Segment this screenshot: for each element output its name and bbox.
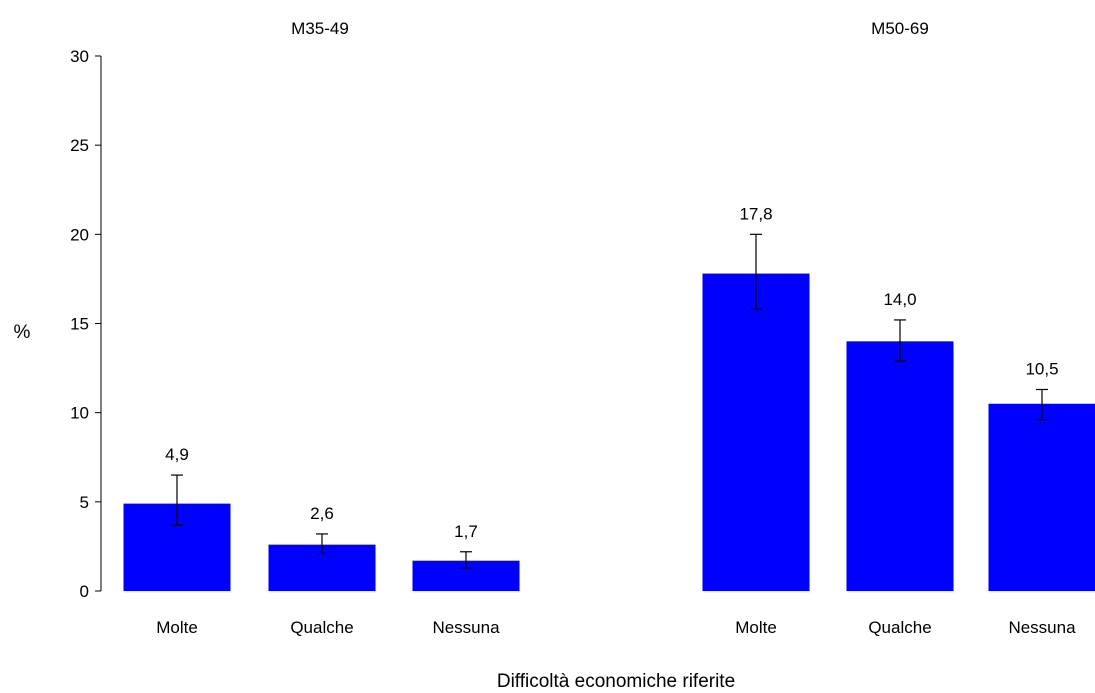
y-tick-label: 0 (80, 582, 89, 601)
data-label: 10,5 (1025, 359, 1058, 378)
y-tick-label: 30 (70, 47, 89, 66)
x-tick-label: Qualche (868, 618, 931, 637)
x-axis-label: Difficoltà economiche riferite (497, 671, 735, 692)
y-axis-label: % (14, 322, 31, 343)
data-label: 2,6 (310, 504, 334, 523)
x-tick-label: Nessuna (432, 618, 500, 637)
y-tick-label: 10 (70, 404, 89, 423)
x-tick-label: Qualche (290, 618, 353, 637)
y-tick-label: 15 (70, 315, 89, 334)
data-label: 17,8 (739, 204, 772, 223)
group-title-m35-49: M35-49 (291, 19, 349, 38)
bar-m50-69-nessuna (988, 403, 1095, 591)
y-tick-label: 25 (70, 136, 89, 155)
x-tick-label: Molte (156, 618, 198, 637)
x-tick-label: Nessuna (1008, 618, 1076, 637)
data-label: 1,7 (454, 522, 478, 541)
plot-area: 0 5 10 15 20 25 30 4,9 Molte 2,6 Qualche 1,7 Nessuna… (70, 47, 1095, 637)
y-tick-label: 5 (80, 493, 89, 512)
x-tick-label: Molte (735, 618, 777, 637)
group-title-m50-69: M50-69 (871, 19, 929, 38)
data-label: 4,9 (165, 445, 189, 464)
data-label: 14,0 (883, 290, 916, 309)
bar-m50-69-qualche (846, 341, 954, 591)
bar-m50-69-molte (702, 273, 810, 591)
y-tick-label: 20 (70, 225, 89, 244)
